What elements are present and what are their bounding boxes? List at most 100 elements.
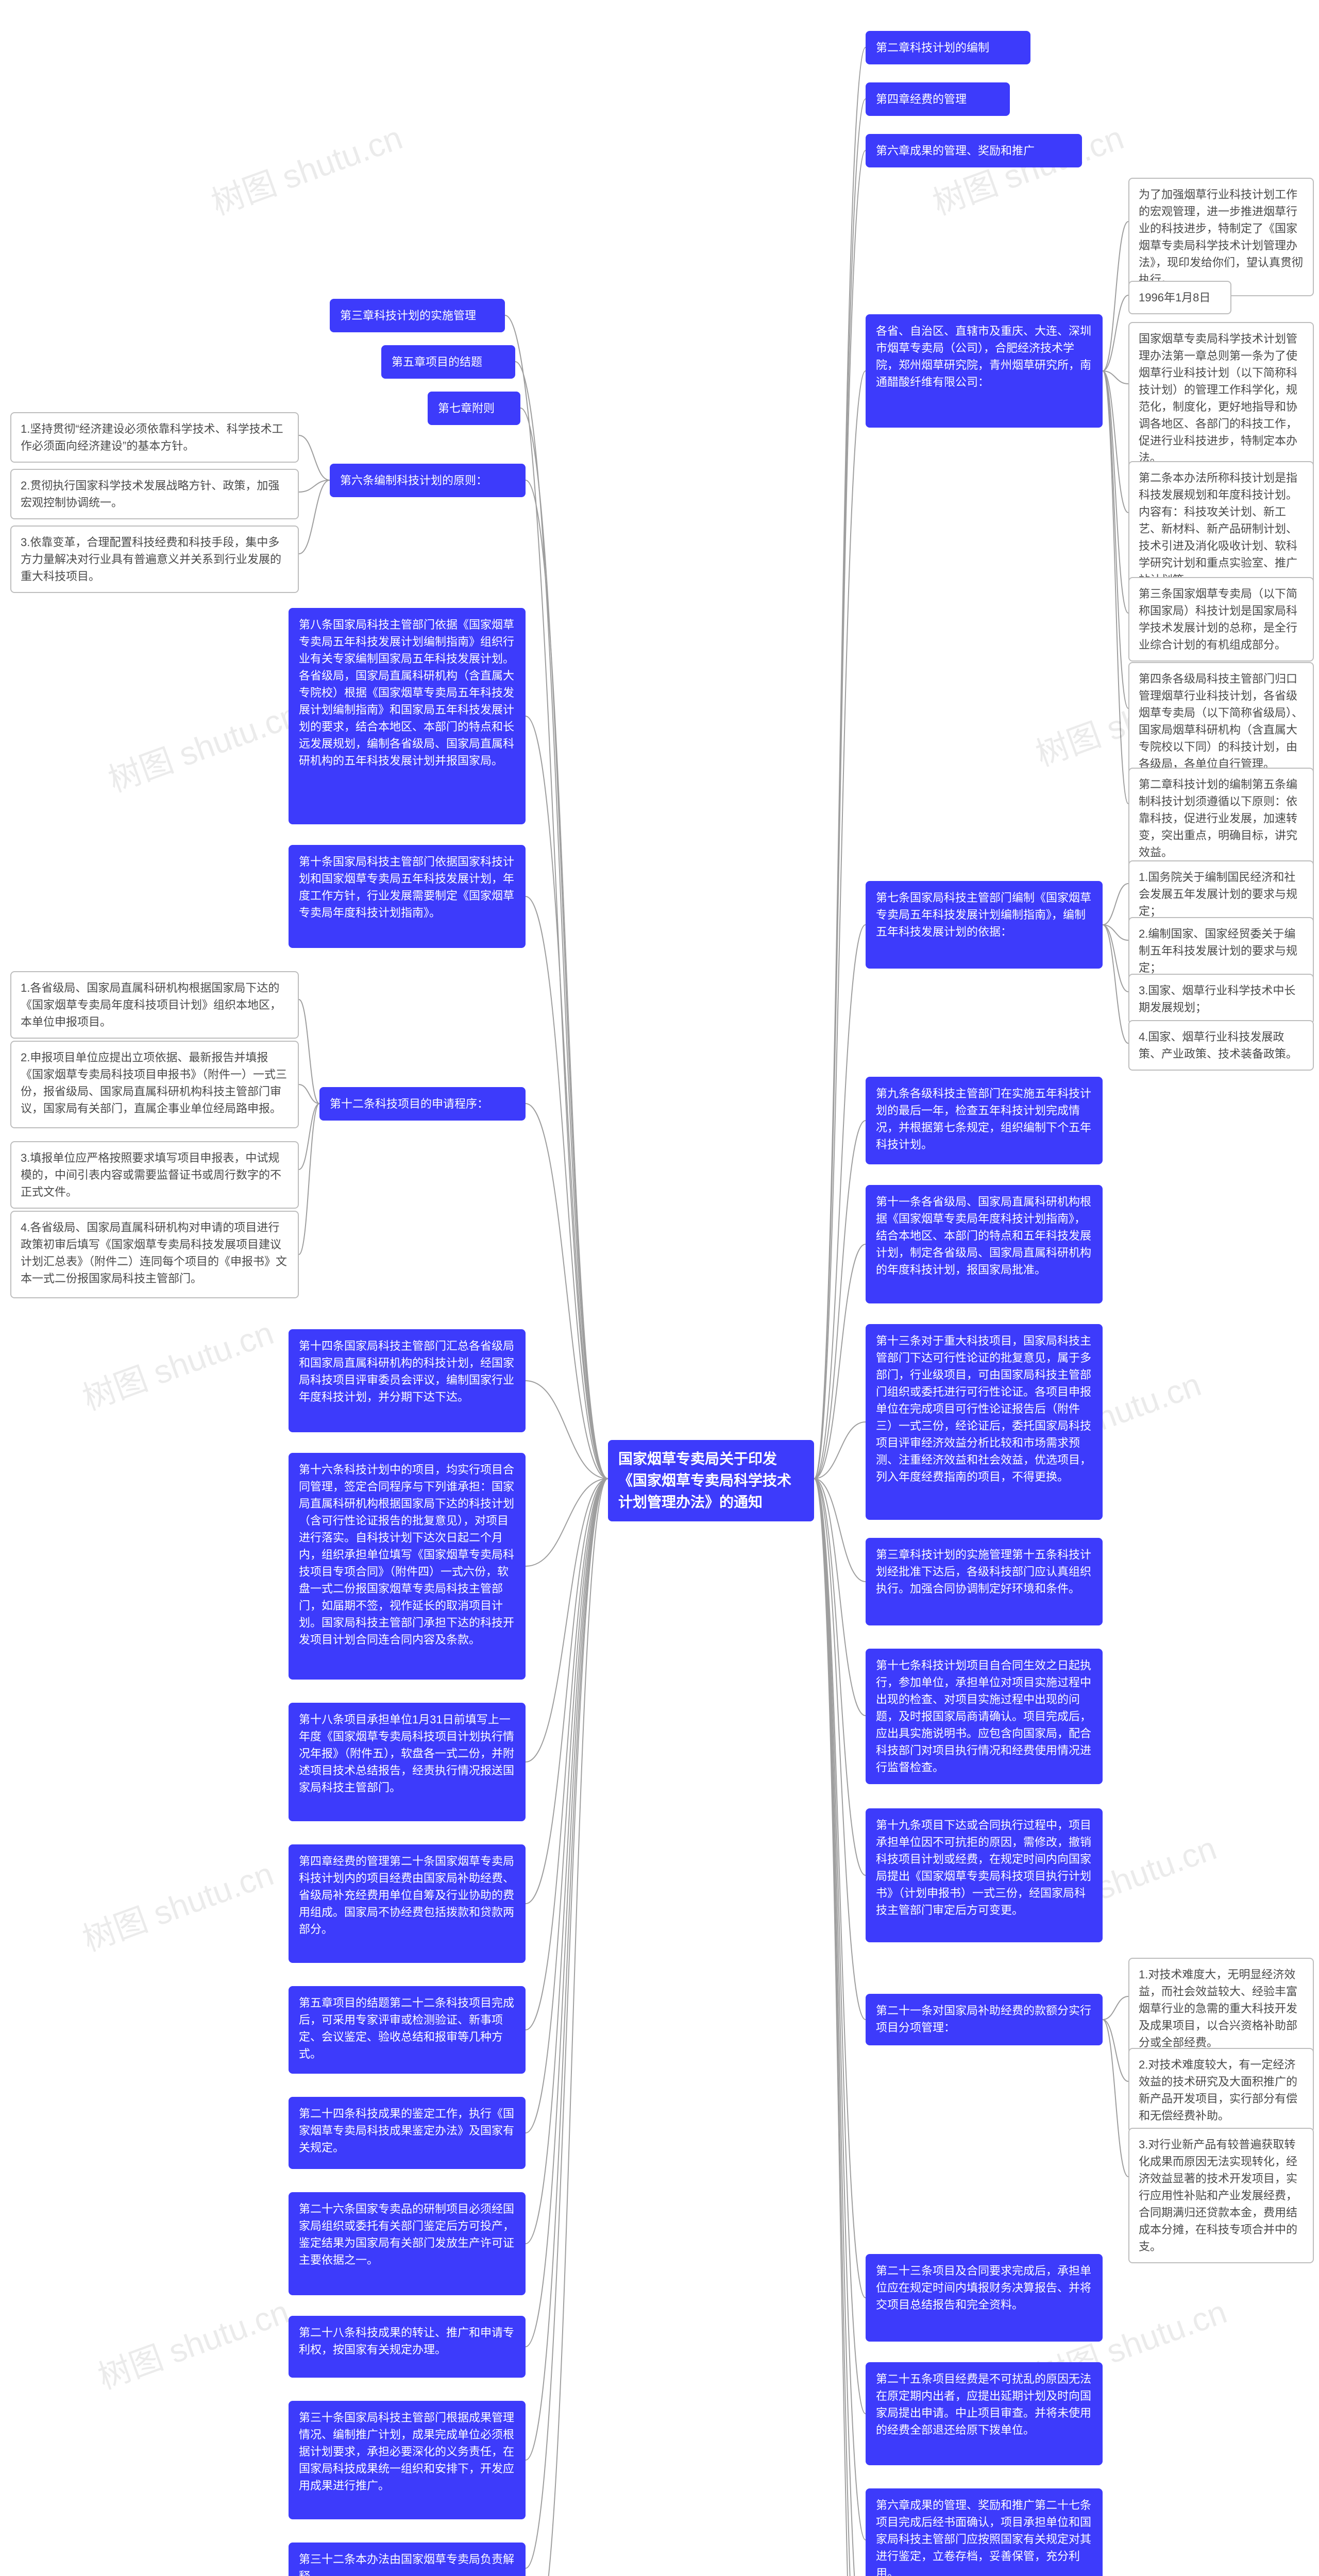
node-l12[interactable]: 第五章项目的结题第二十二条科技项目完成后，可采用专家评审或检测验证、新事项定、会… xyxy=(289,1986,526,2074)
node-label: 为了加强烟草行业科技计划工作的宏观管理，进一步推进烟草行业的科技进步，特制定了《… xyxy=(1139,186,1304,288)
watermark: 树图 shutu.cn xyxy=(925,111,1129,224)
node-l16[interactable]: 第三十条国家局科技主管部门根据成果管理情况、编制推广计划，成果完成单位必须根据计… xyxy=(289,2401,526,2519)
watermark: 树图 shutu.cn xyxy=(75,1307,279,1419)
watermark: 树图 shutu.cn xyxy=(204,111,408,224)
node-label: 1.坚持贯彻“经济建设必须依靠科学技术、科学技术工作必须面向经济建设”的基本方针… xyxy=(21,420,289,454)
node-l4b[interactable]: 2.贯彻执行国家科学技术发展战略方针、政策，加强宏观控制协调统一。 xyxy=(10,469,299,519)
node-l4a[interactable]: 1.坚持贯彻“经济建设必须依靠科学技术、科学技术工作必须面向经济建设”的基本方针… xyxy=(10,412,299,463)
node-label: 第三章科技计划的实施管理 xyxy=(340,307,476,324)
node-l7d[interactable]: 4.各省级局、国家局直属科研机构对申请的项目进行政策初审后填写《国家烟草专卖局科… xyxy=(10,1211,299,1298)
node-label: 第十条国家局科技主管部门依据国家科技计划和国家烟草专卖局五年科技发展计划，年度工… xyxy=(299,853,515,921)
node-r4e[interactable]: 第三条国家烟草专卖局（以下简称国家局）科技计划是国家局科学技术发展计划的总称，是… xyxy=(1128,577,1314,662)
node-label: 2.对技术难度较大，有一定经济效益的技术研究及大面积推广的新产品开发项目，实行部… xyxy=(1139,2056,1304,2124)
node-label: 第十一条各省级局、国家局直属科研机构根据《国家烟草专卖局年度科技计划指南》，结合… xyxy=(876,1193,1092,1278)
node-label: 第二十一条对国家局补助经费的款额分实行项目分项管理： xyxy=(876,2002,1092,2036)
node-l4c[interactable]: 3.依靠变革，合理配置科技经费和科技手段，集中多方力量解决对行业具有普遍意义并关… xyxy=(10,526,299,593)
node-r4g[interactable]: 第二章科技计划的编制第五条编制科技计划须遵循以下原则：依靠科技，促进行业发展，加… xyxy=(1128,768,1314,869)
node-label: 国家烟草专卖局科学技术计划管理办法第一章总则第一条为了使烟草行业科技计划（以下简… xyxy=(1139,330,1304,466)
node-label: 第二十六条国家专卖品的研制项目必须经国家局组织或委托有关部门鉴定后方可投产，鉴定… xyxy=(299,2200,515,2268)
node-l7b[interactable]: 2.申报项目单位应提出立项依据、最新报告并填报《国家烟草专卖局科技项目申报书》（… xyxy=(10,1041,299,1128)
node-label: 2.编制国家、国家经贸委关于编制五年科技发展计划的要求与规定； xyxy=(1139,925,1304,976)
node-r12a[interactable]: 1.对技术难度大，无明显经济效益，而社会效益较大、经验丰富烟草行业的急需的重大科… xyxy=(1128,1958,1314,2059)
node-l9[interactable]: 第十六条科技计划中的项目，均实行项目合同管理，签定合同程序与下列谁承担：国家局直… xyxy=(289,1453,526,1680)
node-label: 第五章项目的结题第二十二条科技项目完成后，可采用专家评审或检测验证、新事项定、会… xyxy=(299,1994,515,2062)
node-label: 第七条国家局科技主管部门编制《国家烟草专卖局五年科技发展计划编制指南》，编制五年… xyxy=(876,889,1092,940)
node-r11[interactable]: 第十九条项目下达或合同执行过程中，项目承担单位因不可抗拒的原因，需修改，撤销科技… xyxy=(866,1808,1103,1942)
node-r4d[interactable]: 第二条本办法所称科技计划是指科技发展规划和年度科技计划。内容有：科技攻关计划、新… xyxy=(1128,461,1314,597)
node-r12[interactable]: 第二十一条对国家局补助经费的款额分实行项目分项管理： xyxy=(866,1994,1103,2045)
node-label: 1.国务院关于编制国民经济和社会发展五年发展计划的要求与规定； xyxy=(1139,869,1304,920)
node-l10[interactable]: 第十八条项目承担单位1月31日前填写上一年度《国家烟草专卖局科技项目计划执行情况… xyxy=(289,1703,526,1821)
node-label: 第二十四条科技成果的鉴定工作，执行《国家烟草专卖局科技成果鉴定办法》及国家有关规… xyxy=(299,2105,515,2156)
node-label: 3.对行业新产品有较普遍获取转化成果而原因无法实现转化，经济效益显著的技术开发项… xyxy=(1139,2136,1304,2255)
node-label: 第二条本办法所称科技计划是指科技发展规划和年度科技计划。内容有：科技攻关计划、新… xyxy=(1139,469,1304,588)
node-root[interactable]: 国家烟草专卖局关于印发《国家烟草专卖局科学技术计划管理办法》的通知 xyxy=(608,1440,814,1521)
node-r4a[interactable]: 为了加强烟草行业科技计划工作的宏观管理，进一步推进烟草行业的科技进步，特制定了《… xyxy=(1128,178,1314,296)
node-r5c[interactable]: 3.国家、烟草行业科学技术中长期发展规划； xyxy=(1128,974,1314,1024)
node-l17[interactable]: 第三十二条本办法由国家烟草专卖局负责解释。 xyxy=(289,2543,526,2576)
node-r4c[interactable]: 国家烟草专卖局科学技术计划管理办法第一章总则第一条为了使烟草行业科技计划（以下简… xyxy=(1128,322,1314,474)
node-l7[interactable]: 第十二条科技项目的申请程序： xyxy=(319,1087,526,1121)
node-r8[interactable]: 第十三条对于重大科技项目，国家局科技主管部门下达可行性论证的批复意见，属于多部门… xyxy=(866,1324,1103,1520)
node-l4[interactable]: 第六条编制科技计划的原则： xyxy=(330,464,526,497)
node-l6[interactable]: 第十条国家局科技主管部门依据国家科技计划和国家烟草专卖局五年科技发展计划，年度工… xyxy=(289,845,526,948)
node-r10[interactable]: 第十七条科技计划项目自合同生效之日起执行，参加单位，承担单位对项目实施过程中出现… xyxy=(866,1649,1103,1784)
node-l8[interactable]: 第十四条国家局科技主管部门汇总各省级局和国家局直属科研机构的科技计划，经国家局科… xyxy=(289,1329,526,1432)
node-r15[interactable]: 第六章成果的管理、奖励和推广第二十七条项目完成后经书面确认，项目承担单位和国家局… xyxy=(866,2488,1103,2576)
node-l3[interactable]: 第七章附则 xyxy=(428,392,520,425)
node-l7c[interactable]: 3.填报单位应严格按照要求填写项目申报表，中试规模的，中间引表内容或需要监督证书… xyxy=(10,1141,299,1209)
node-l11[interactable]: 第四章经费的管理第二十条国家烟草专卖局科技计划内的项目经费由国家局补助经费、省级… xyxy=(289,1844,526,1963)
watermark: 树图 shutu.cn xyxy=(75,1848,279,1960)
node-label: 第六章成果的管理、奖励和推广第二十七条项目完成后经书面确认，项目承担单位和国家局… xyxy=(876,2497,1092,2576)
node-label: 第十九条项目下达或合同执行过程中，项目承担单位因不可抗拒的原因，需修改，撤销科技… xyxy=(876,1817,1092,1919)
node-label: 第十四条国家局科技主管部门汇总各省级局和国家局直属科研机构的科技计划，经国家局科… xyxy=(299,1337,515,1405)
node-r13[interactable]: 第二十三条项目及合同要求完成后，承担单位应在规定时间内填报财务决算报告、并将交项… xyxy=(866,2254,1103,2342)
node-label: 第八条国家局科技主管部门依据《国家烟草专卖局五年科技发展计划编制指南》组织行业有… xyxy=(299,616,515,769)
node-r4[interactable]: 各省、自治区、直辖市及重庆、大连、深圳市烟草专卖局（公司），合肥经济技术学院，郑… xyxy=(866,314,1103,428)
node-label: 第四条各级局科技主管部门归口管理烟草行业科技计划，各省级烟草专卖局（以下简称省级… xyxy=(1139,670,1304,772)
node-label: 第四章经费的管理 xyxy=(876,91,967,108)
node-label: 各省、自治区、直辖市及重庆、大连、深圳市烟草专卖局（公司），合肥经济技术学院，郑… xyxy=(876,323,1092,391)
node-label: 3.填报单位应严格按照要求填写项目申报表，中试规模的，中间引表内容或需要监督证书… xyxy=(21,1149,289,1200)
node-label: 第六条编制科技计划的原则： xyxy=(340,472,487,489)
node-l2[interactable]: 第五章项目的结题 xyxy=(381,345,515,379)
node-label: 4.国家、烟草行业科技发展政策、产业政策、技术装备政策。 xyxy=(1139,1028,1304,1062)
node-label: 第二十八条科技成果的转让、推广和申请专利权，按国家有关规定办理。 xyxy=(299,2324,515,2358)
node-r2[interactable]: 第四章经费的管理 xyxy=(866,82,1010,116)
node-label: 第二十五条项目经费是不可扰乱的原因无法在原定期内出者，应提出延期计划及时向国家局… xyxy=(876,2370,1092,2438)
node-r3[interactable]: 第六章成果的管理、奖励和推广 xyxy=(866,134,1082,167)
node-label: 第二章科技计划的编制第五条编制科技计划须遵循以下原则：依靠科技，促进行业发展，加… xyxy=(1139,776,1304,861)
node-label: 第七章附则 xyxy=(438,400,495,417)
node-label: 第二章科技计划的编制 xyxy=(876,39,989,56)
node-label: 1.各省级局、国家局直属科研机构根据国家局下达的《国家烟草专卖局年度科技项目计划… xyxy=(21,979,289,1030)
node-r9[interactable]: 第三章科技计划的实施管理第十五条科技计划经批准下达后，各级科技部门应认真组织执行… xyxy=(866,1538,1103,1625)
node-label: 第十二条科技项目的申请程序： xyxy=(330,1095,488,1112)
node-l13[interactable]: 第二十四条科技成果的鉴定工作，执行《国家烟草专卖局科技成果鉴定办法》及国家有关规… xyxy=(289,2097,526,2169)
node-label: 第五章项目的结题 xyxy=(392,353,482,370)
node-r4b[interactable]: 1996年1月8日 xyxy=(1128,281,1231,314)
node-label: 1.对技术难度大，无明显经济效益，而社会效益较大、经验丰富烟草行业的急需的重大科… xyxy=(1139,1966,1304,2051)
node-label: 第四章经费的管理第二十条国家烟草专卖局科技计划内的项目经费由国家局补助经费、省级… xyxy=(299,1853,515,1938)
node-label: 第三十条国家局科技主管部门根据成果管理情况、编制推广计划，成果完成单位必须根据计… xyxy=(299,2409,515,2494)
node-r7[interactable]: 第十一条各省级局、国家局直属科研机构根据《国家烟草专卖局年度科技计划指南》，结合… xyxy=(866,1185,1103,1303)
node-label: 第十三条对于重大科技项目，国家局科技主管部门下达可行性论证的批复意见，属于多部门… xyxy=(876,1332,1092,1485)
node-label: 3.国家、烟草行业科学技术中长期发展规划； xyxy=(1139,982,1304,1016)
node-r12c[interactable]: 3.对行业新产品有较普遍获取转化成果而原因无法实现转化，经济效益显著的技术开发项… xyxy=(1128,2128,1314,2263)
node-r1[interactable]: 第二章科技计划的编制 xyxy=(866,31,1030,64)
node-label: 第六章成果的管理、奖励和推广 xyxy=(876,142,1035,159)
node-r14[interactable]: 第二十五条项目经费是不可扰乱的原因无法在原定期内出者，应提出延期计划及时向国家局… xyxy=(866,2362,1103,2465)
node-l15[interactable]: 第二十八条科技成果的转让、推广和申请专利权，按国家有关规定办理。 xyxy=(289,2316,526,2378)
node-label: 第九条各级科技主管部门在实施五年科技计划的最后一年，检查五年科技计划完成情况，并… xyxy=(876,1085,1092,1153)
node-l5[interactable]: 第八条国家局科技主管部门依据《国家烟草专卖局五年科技发展计划编制指南》组织行业有… xyxy=(289,608,526,824)
node-r5d[interactable]: 4.国家、烟草行业科技发展政策、产业政策、技术装备政策。 xyxy=(1128,1020,1314,1071)
node-r5[interactable]: 第七条国家局科技主管部门编制《国家烟草专卖局五年科技发展计划编制指南》，编制五年… xyxy=(866,881,1103,969)
node-r6[interactable]: 第九条各级科技主管部门在实施五年科技计划的最后一年，检查五年科技计划完成情况，并… xyxy=(866,1077,1103,1164)
watermark: 树图 shutu.cn xyxy=(101,688,305,801)
node-r4f[interactable]: 第四条各级局科技主管部门归口管理烟草行业科技计划，各省级烟草专卖局（以下简称省级… xyxy=(1128,662,1314,781)
node-label: 国家烟草专卖局关于印发《国家烟草专卖局科学技术计划管理办法》的通知 xyxy=(618,1448,804,1513)
node-label: 第十六条科技计划中的项目，均实行项目合同管理，签定合同程序与下列谁承担：国家局直… xyxy=(299,1461,515,1648)
node-l14[interactable]: 第二十六条国家专卖品的研制项目必须经国家局组织或委托有关部门鉴定后方可投产，鉴定… xyxy=(289,2192,526,2295)
node-l1[interactable]: 第三章科技计划的实施管理 xyxy=(330,299,505,332)
node-r12b[interactable]: 2.对技术难度较大，有一定经济效益的技术研究及大面积推广的新产品开发项目，实行部… xyxy=(1128,2048,1314,2132)
node-l7a[interactable]: 1.各省级局、国家局直属科研机构根据国家局下达的《国家烟草专卖局年度科技项目计划… xyxy=(10,971,299,1039)
